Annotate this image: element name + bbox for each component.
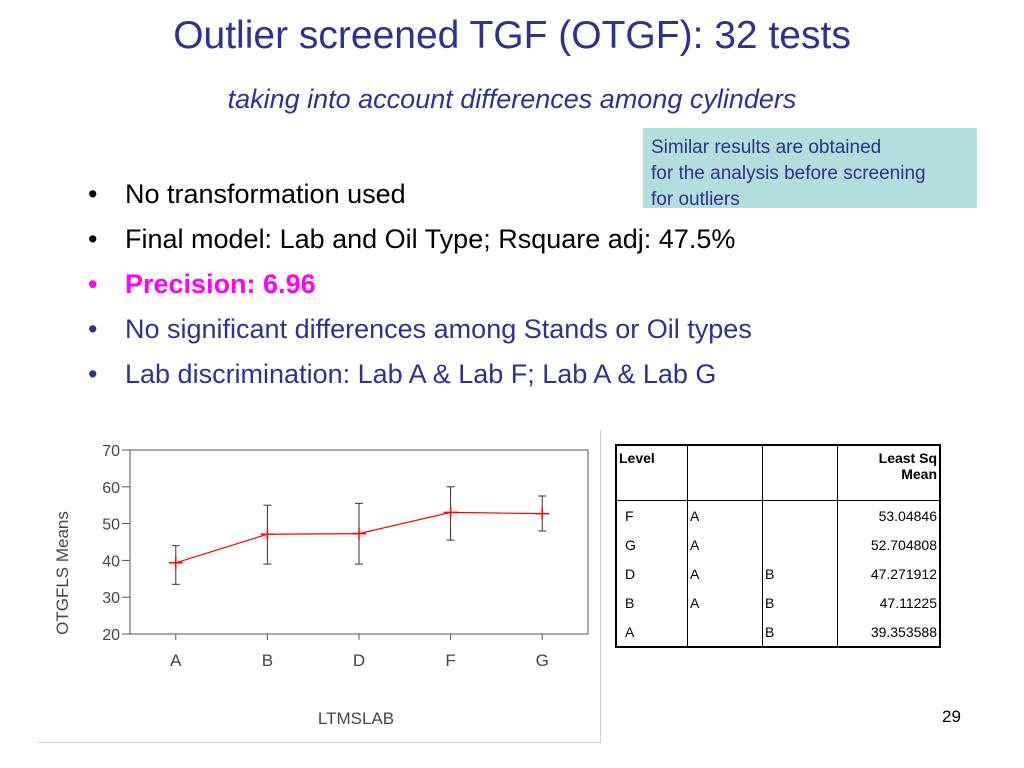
x-tick-label: B (262, 651, 273, 670)
note-box: Similar results are obtained for the ana… (643, 128, 977, 210)
y-tick-label: 30 (102, 590, 120, 607)
bullet-dot: • (88, 224, 98, 254)
means-chart: 20 30 40 50 60 70 A B D F G OTGFLS Means LTMSLAB (38, 430, 601, 743)
y-tick-label: 70 (102, 443, 120, 460)
header-line: Least Sq (878, 450, 937, 466)
bullet-text: No transformation used (125, 179, 406, 209)
cell-group-2: B (762, 617, 838, 647)
note-line: for the analysis before screening (651, 163, 926, 184)
bullet-item: • Precision: 6.96 (88, 262, 752, 307)
x-axis-label: LTMSLAB (318, 709, 394, 728)
y-axis-label: OTGFLS Means (53, 511, 72, 635)
cell-level: F (625, 507, 634, 524)
note-line: for outliers (651, 189, 740, 210)
bullet-item: • Final model: Lab and Oil Type; Rsquare … (88, 217, 752, 262)
means-chart-svg: 20 30 40 50 60 70 A B D F G OTGFLS Means LTMSLAB (53, 443, 589, 728)
cell-level: A (625, 623, 635, 640)
bullet-list: • No transformation used • Final model: La… (88, 172, 752, 397)
cell-level: D (625, 565, 636, 582)
table-header-row: Level Least Sq Mean (615, 445, 940, 501)
cell-group-2: B (762, 559, 838, 588)
cell-group-1: A (687, 559, 763, 588)
cell-group-2 (762, 500, 838, 530)
cell-mean: 47.11225 (837, 588, 940, 617)
bullet-text: No significant differences among Stands … (125, 314, 752, 344)
cell-mean: 39.353588 (837, 617, 940, 647)
table-row: G A 52.704808 (616, 530, 940, 559)
column-header-group-1 (687, 445, 763, 501)
cell-mean: 47.271912 (837, 559, 940, 588)
cell-level: G (625, 536, 636, 553)
slide-subtitle: taking into account differences among cy… (227, 84, 797, 114)
bullet-text: Final model: Lab and Oil Type; Rsquare a… (125, 224, 736, 254)
x-tick-label: F (445, 651, 455, 670)
table-row: D A B 47.271912 (616, 559, 940, 588)
table-row: F A 53.04846 (616, 500, 940, 530)
cell-group-1: A (687, 588, 763, 617)
bullet-dot: • (88, 269, 98, 299)
mean-points (168, 506, 550, 569)
cell-group-2: B (762, 588, 838, 617)
bullet-dot: • (88, 359, 98, 389)
slide-title: Outlier screened TGF (OTGF): 32 tests (173, 14, 851, 57)
column-header-level: Level (615, 445, 688, 501)
x-tick-label: G (536, 651, 549, 670)
cell-group-2 (762, 530, 838, 559)
column-header-group-2 (762, 445, 838, 501)
note-line: Similar results are obtained (651, 137, 882, 158)
y-tick-label: 40 (102, 553, 120, 570)
cell-mean: 53.04846 (837, 500, 940, 530)
bullet-item: • Lab discrimination: Lab A & Lab F; Lab … (88, 352, 752, 397)
cell-level: B (625, 594, 635, 611)
column-header-least-sq-mean: Least Sq Mean (837, 445, 940, 501)
bullet-item: • No significant differences among Stands… (88, 307, 752, 352)
y-tick-label: 60 (102, 480, 120, 497)
cell-group-1: A (687, 530, 763, 559)
cell-group-1 (687, 617, 763, 647)
x-tick-label: D (353, 651, 365, 670)
cell-mean: 52.704808 (837, 530, 940, 559)
bullet-text: Precision: 6.96 (125, 269, 316, 299)
table-row: B A B 47.11225 (616, 588, 940, 617)
bullet-item: • No transformation used (88, 172, 752, 217)
table-row: A B 39.353588 (616, 617, 940, 647)
x-tick-label: A (170, 651, 182, 670)
least-squares-table: Level Least Sq Mean F A 53.04846 G A 52.7… (615, 444, 941, 648)
header-line: Mean (901, 466, 937, 482)
y-tick-label: 20 (102, 627, 120, 644)
bullet-dot: • (88, 314, 98, 344)
bullet-text: Lab discrimination: Lab A & Lab F; Lab A… (125, 359, 717, 389)
cell-group-1: A (687, 500, 763, 530)
y-tick-label: 50 (102, 517, 120, 534)
y-axis-ticks: 20 30 40 50 60 70 (102, 443, 130, 644)
page-number: 29 (942, 707, 961, 726)
bullet-dot: • (88, 179, 98, 209)
